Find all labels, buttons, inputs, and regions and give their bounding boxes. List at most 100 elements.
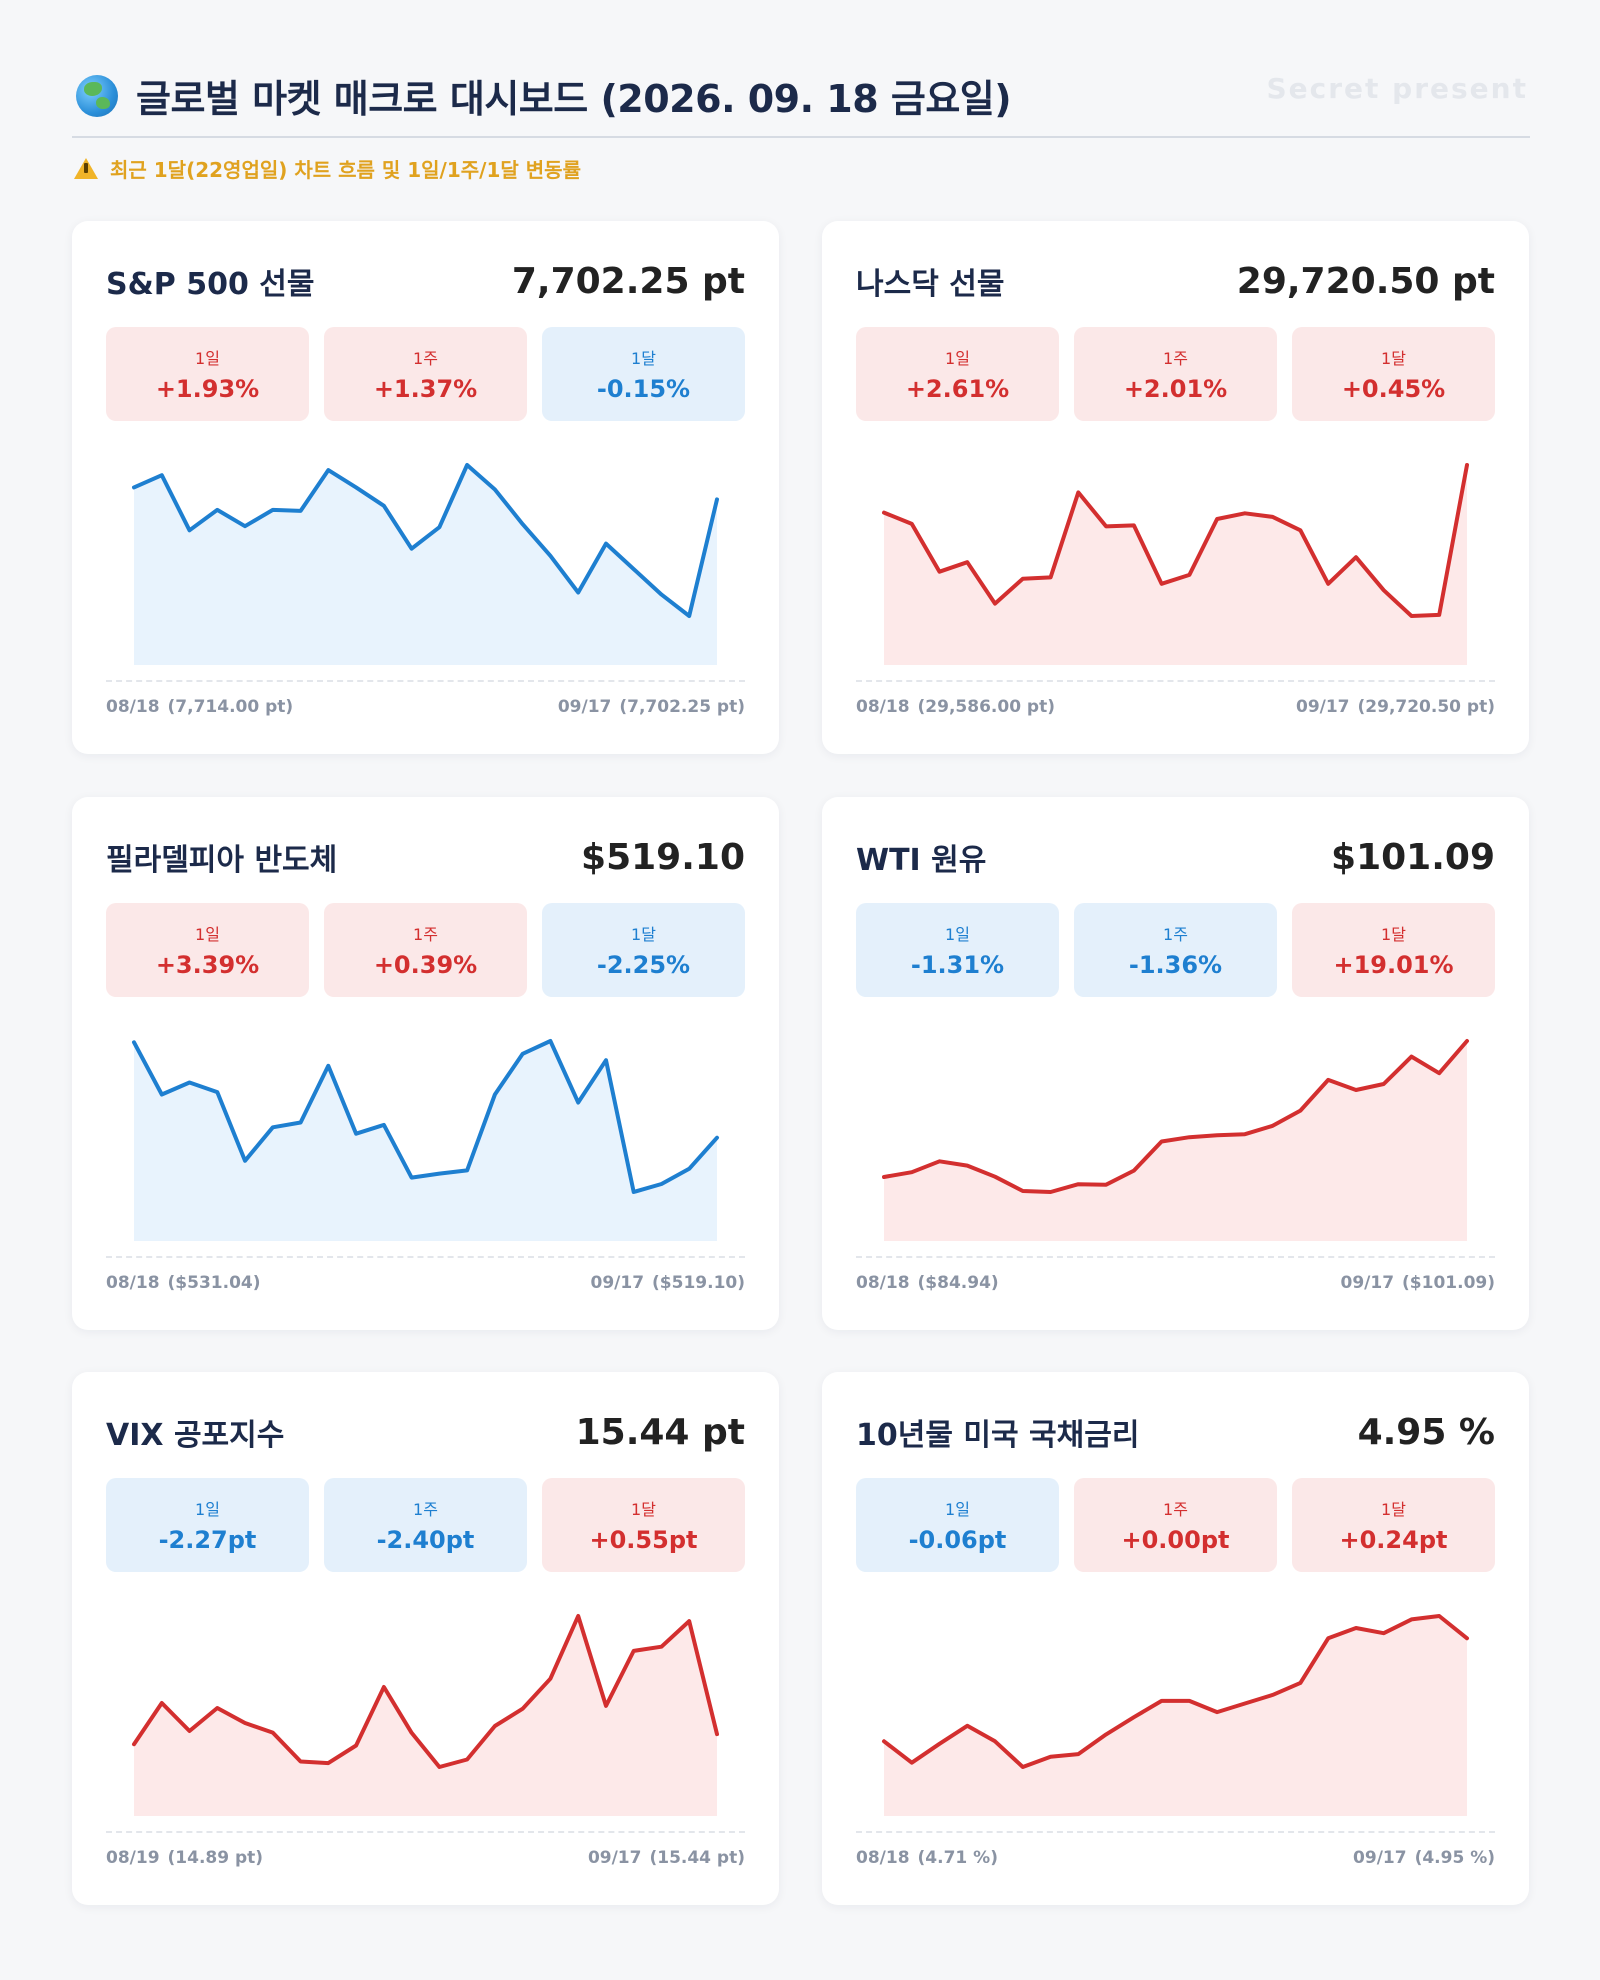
start-value: ($84.94) — [917, 1273, 999, 1293]
change-1d-box: 1일 +3.39% — [106, 903, 309, 997]
chart-baseline — [856, 1256, 1495, 1258]
change-label: 1달 — [631, 349, 656, 368]
end-value: (29,720.50 pt) — [1357, 697, 1495, 717]
title-wrap: 글로벌 마켓 매크로 대시보드 (2026. 09. 18 금요일) — [76, 68, 1012, 123]
change-label: 1주 — [413, 925, 438, 944]
change-label: 1주 — [1163, 925, 1188, 944]
change-label: 1달 — [1381, 1500, 1406, 1519]
change-boxes: 1일 +3.39% 1주 +0.39% 1달 -2.25% — [106, 903, 745, 997]
card-current-value: 4.95 % — [1357, 1412, 1495, 1453]
chart-area-fill — [884, 1616, 1467, 1816]
start-value: ($531.04) — [167, 1273, 261, 1293]
change-value: -2.25% — [596, 951, 691, 979]
change-value: +1.93% — [155, 375, 260, 403]
end-value: ($101.09) — [1402, 1273, 1495, 1293]
price-chart — [882, 1614, 1469, 1816]
chart-start: 08/18 ($531.04) — [106, 1273, 261, 1293]
chart-series-line — [132, 1039, 719, 1194]
change-1w-box: 1주 +0.00pt — [1074, 1478, 1277, 1572]
price-chart — [882, 1039, 1469, 1241]
change-value: +2.01% — [1123, 375, 1228, 403]
chart-end: 09/17 (15.44 pt) — [588, 1848, 745, 1868]
card-current-value: 29,720.50 pt — [1236, 261, 1495, 302]
end-value: (7,702.25 pt) — [619, 697, 745, 717]
change-value: +0.55pt — [589, 1526, 698, 1554]
market-card-vix: VIX 공포지수 15.44 pt 1일 -2.27pt 1주 -2.40pt 1달 +0.5… — [72, 1372, 779, 1905]
chart-end: 09/17 (7,702.25 pt) — [558, 697, 745, 717]
change-1w-box: 1주 +0.39% — [324, 903, 527, 997]
change-value: -1.36% — [1128, 951, 1223, 979]
change-1w-box: 1주 -2.40pt — [324, 1478, 527, 1572]
change-label: 1달 — [631, 925, 656, 944]
page-subtitle: 최근 1달(22영업일) 차트 흐름 및 1일/1주/1달 변동률 — [74, 154, 581, 183]
change-1d-box: 1일 -1.31% — [856, 903, 1059, 997]
change-boxes: 1일 +2.61% 1주 +2.01% 1달 +0.45% — [856, 327, 1495, 421]
change-value: +3.39% — [155, 951, 260, 979]
chart-series-line — [132, 1614, 719, 1769]
change-value: -2.27pt — [158, 1526, 257, 1554]
market-card-nasdaq: 나스닥 선물 29,720.50 pt 1일 +2.61% 1주 +2.01% 1달 +0.4… — [822, 221, 1529, 754]
price-chart — [132, 1614, 719, 1816]
change-label: 1주 — [413, 349, 438, 368]
warning-icon — [74, 158, 98, 179]
change-1w-box: 1주 +2.01% — [1074, 327, 1277, 421]
change-1m-box: 1달 +0.24pt — [1292, 1478, 1495, 1572]
change-1d-box: 1일 -0.06pt — [856, 1478, 1059, 1572]
end-value: (4.95 %) — [1414, 1848, 1495, 1868]
change-value: -2.40pt — [376, 1526, 475, 1554]
chart-start: 08/18 (29,586.00 pt) — [856, 697, 1055, 717]
chart-start: 08/18 ($84.94) — [856, 1273, 999, 1293]
end-value: (15.44 pt) — [649, 1848, 745, 1868]
start-value: (29,586.00 pt) — [917, 697, 1056, 717]
price-chart — [132, 463, 719, 665]
chart-baseline — [106, 1831, 745, 1833]
card-current-value: $101.09 — [1331, 837, 1495, 878]
change-1m-box: 1달 -2.25% — [542, 903, 745, 997]
change-label: 1일 — [195, 1500, 220, 1519]
change-label: 1달 — [1381, 925, 1406, 944]
chart-start: 08/18 (4.71 %) — [856, 1848, 998, 1868]
chart-end: 09/17 (29,720.50 pt) — [1296, 697, 1495, 717]
start-date: 08/18 — [856, 697, 910, 717]
start-date: 08/18 — [856, 1273, 910, 1293]
change-value: +2.61% — [905, 375, 1010, 403]
change-1d-box: 1일 +1.93% — [106, 327, 309, 421]
end-date: 09/17 — [1353, 1848, 1407, 1868]
chart-baseline — [106, 680, 745, 682]
end-date: 09/17 — [557, 697, 612, 717]
card-title: S&P 500 선물 — [106, 267, 315, 302]
market-card-wti: WTI 원유 $101.09 1일 -1.31% 1주 -1.36% 1달 +19.01% 08… — [822, 797, 1529, 1330]
card-title: 나스닥 선물 — [856, 267, 1005, 302]
card-title: 10년물 미국 국채금리 — [856, 1418, 1140, 1453]
market-card-sp500: S&P 500 선물 7,702.25 pt 1일 +1.93% 1주 +1.37% 1달 -… — [72, 221, 779, 754]
card-title: WTI 원유 — [856, 843, 987, 878]
page-title: 글로벌 마켓 매크로 대시보드 (2026. 09. 18 금요일) — [136, 77, 1012, 121]
change-boxes: 1일 +1.93% 1주 +1.37% 1달 -0.15% — [106, 327, 745, 421]
change-value: +0.39% — [373, 951, 478, 979]
change-value: +0.00pt — [1121, 1526, 1230, 1554]
change-label: 1일 — [195, 925, 220, 944]
market-card-us10y: 10년물 미국 국채금리 4.95 % 1일 -0.06pt 1주 +0.00pt 1달 +0… — [822, 1372, 1529, 1905]
change-1m-box: 1달 +0.45% — [1292, 327, 1495, 421]
globe-icon — [76, 74, 118, 117]
start-value: (4.71 %) — [917, 1848, 998, 1868]
change-value: -1.31% — [910, 951, 1005, 979]
change-label: 1주 — [1163, 1500, 1188, 1519]
change-label: 1달 — [1381, 349, 1406, 368]
chart-start: 08/19 (14.89 pt) — [106, 1848, 263, 1868]
chart-series-line — [882, 1039, 1469, 1194]
change-label: 1주 — [413, 1500, 438, 1519]
start-date: 08/18 — [106, 697, 160, 717]
change-value: -0.06pt — [908, 1526, 1007, 1554]
change-1w-box: 1주 -1.36% — [1074, 903, 1277, 997]
chart-area-fill — [134, 1616, 717, 1816]
change-value: +19.01% — [1333, 951, 1454, 979]
change-boxes: 1일 -2.27pt 1주 -2.40pt 1달 +0.55pt — [106, 1478, 745, 1572]
start-date: 08/19 — [106, 1848, 160, 1868]
chart-baseline — [856, 1831, 1495, 1833]
chart-baseline — [106, 1256, 745, 1258]
change-boxes: 1일 -0.06pt 1주 +0.00pt 1달 +0.24pt — [856, 1478, 1495, 1572]
card-title: VIX 공포지수 — [106, 1418, 285, 1453]
price-chart — [882, 463, 1469, 665]
